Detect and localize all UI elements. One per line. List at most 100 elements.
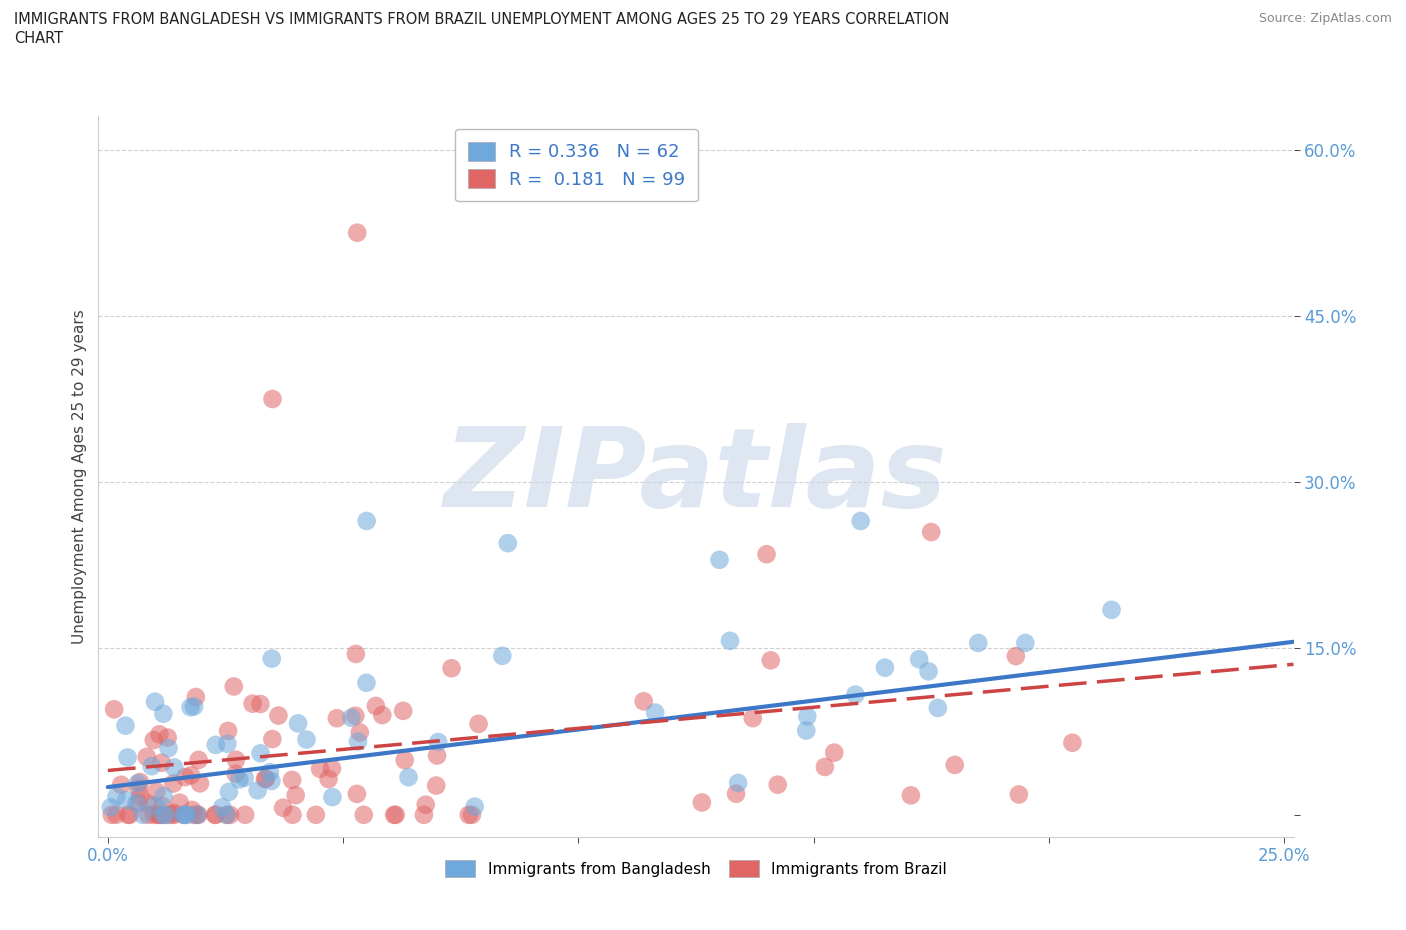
Point	[136, 807, 159, 822]
Point	[117, 750, 139, 764]
Point	[1014, 635, 1036, 650]
Point	[727, 776, 749, 790]
Point	[766, 777, 789, 792]
Text: Source: ZipAtlas.com: Source: ZipAtlas.com	[1258, 12, 1392, 25]
Point	[148, 727, 170, 742]
Legend: Immigrants from Bangladesh, Immigrants from Brazil: Immigrants from Bangladesh, Immigrants f…	[439, 854, 953, 883]
Point	[127, 796, 149, 811]
Point	[284, 788, 307, 803]
Point	[187, 752, 209, 767]
Point	[204, 807, 226, 822]
Point	[142, 733, 165, 748]
Point	[1101, 603, 1123, 618]
Point	[163, 760, 186, 775]
Point	[184, 689, 207, 704]
Point	[217, 737, 239, 751]
Point	[150, 755, 173, 770]
Point	[173, 807, 195, 822]
Point	[135, 750, 157, 764]
Point	[152, 807, 174, 822]
Point	[725, 786, 748, 801]
Point	[943, 757, 966, 772]
Point	[219, 807, 242, 822]
Point	[295, 732, 318, 747]
Point	[384, 807, 406, 822]
Point	[155, 807, 177, 822]
Point	[823, 745, 845, 760]
Point	[242, 697, 264, 711]
Point	[427, 735, 450, 750]
Point	[143, 798, 166, 813]
Point	[741, 711, 763, 725]
Point	[967, 635, 990, 650]
Point	[118, 807, 141, 822]
Point	[394, 752, 416, 767]
Point	[644, 705, 666, 720]
Point	[100, 807, 122, 822]
Point	[356, 513, 378, 528]
Point	[344, 709, 367, 724]
Point	[759, 653, 782, 668]
Point	[146, 807, 169, 822]
Point	[398, 770, 420, 785]
Point	[141, 759, 163, 774]
Point	[222, 679, 245, 694]
Point	[188, 776, 211, 790]
Point	[117, 807, 139, 822]
Point	[181, 807, 204, 822]
Point	[211, 800, 233, 815]
Point	[110, 777, 132, 792]
Point	[908, 652, 931, 667]
Point	[145, 784, 167, 799]
Point	[260, 651, 283, 666]
Point	[262, 392, 284, 406]
Point	[246, 783, 269, 798]
Point	[927, 700, 949, 715]
Point	[125, 795, 148, 810]
Point	[287, 716, 309, 731]
Point	[796, 709, 818, 724]
Point	[204, 807, 226, 822]
Point	[152, 706, 174, 721]
Point	[163, 807, 186, 822]
Point	[105, 789, 128, 804]
Point	[426, 748, 449, 763]
Point	[718, 633, 741, 648]
Point	[225, 766, 247, 781]
Point	[709, 552, 731, 567]
Point	[305, 807, 328, 822]
Point	[163, 805, 186, 820]
Point	[346, 225, 368, 240]
Point	[340, 711, 363, 725]
Point	[225, 752, 247, 767]
Point	[249, 697, 271, 711]
Point	[204, 737, 226, 752]
Point	[187, 807, 209, 822]
Point	[180, 699, 202, 714]
Point	[152, 789, 174, 804]
Point	[114, 718, 136, 733]
Point	[254, 771, 277, 786]
Point	[180, 768, 202, 783]
Point	[215, 807, 238, 822]
Point	[132, 807, 155, 822]
Point	[262, 732, 284, 747]
Point	[690, 795, 713, 810]
Point	[873, 660, 896, 675]
Point	[156, 730, 179, 745]
Y-axis label: Unemployment Among Ages 25 to 29 years: Unemployment Among Ages 25 to 29 years	[72, 310, 87, 644]
Point	[349, 725, 371, 740]
Point	[457, 807, 479, 822]
Point	[321, 790, 343, 804]
Point	[228, 772, 250, 787]
Point	[186, 807, 208, 822]
Point	[496, 536, 519, 551]
Point	[491, 648, 513, 663]
Point	[259, 764, 281, 779]
Point	[849, 513, 872, 528]
Point	[173, 807, 195, 822]
Point	[755, 547, 778, 562]
Text: ZIPatlas: ZIPatlas	[444, 423, 948, 530]
Point	[169, 795, 191, 810]
Point	[162, 777, 184, 791]
